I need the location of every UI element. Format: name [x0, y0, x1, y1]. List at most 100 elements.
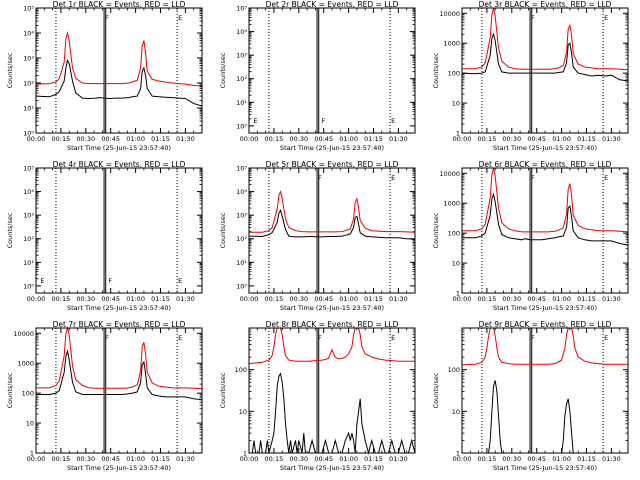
series-line-events — [36, 349, 203, 401]
event-marker-e: E — [391, 334, 395, 342]
y-tick-label: 10³ — [236, 212, 247, 220]
y-tick-label: 10¹ — [236, 99, 247, 107]
x-tick-label: 01:30 — [176, 135, 195, 143]
x-tick-label: 01:30 — [389, 295, 408, 303]
x-tick-label: 00:30 — [289, 295, 308, 303]
y-tick-label: 10⁵ — [236, 5, 247, 13]
x-tick-label: 00:30 — [502, 455, 521, 463]
event-marker-f: F — [318, 334, 322, 342]
event-marker-e: E — [40, 277, 44, 285]
panel-det-1: Det 1r BLACK = Events, RED = LLD Counts/s… — [6, 0, 203, 152]
x-tick-label: 00:45 — [314, 135, 333, 143]
x-tick-label: 01:30 — [176, 295, 195, 303]
panel-title: Det 5r BLACK = Events, RED = LLD — [266, 160, 399, 169]
y-tick-label: 10² — [236, 235, 247, 243]
panel-title: Det 6r BLACK = Events, RED = LLD — [479, 160, 612, 169]
event-marker-e: E — [604, 174, 608, 182]
x-tick-label: 00:00 — [27, 295, 46, 303]
plot-frame — [461, 327, 629, 454]
y-axis-label: Counts/sec — [432, 372, 440, 408]
x-axis-label: Start Time (25-Jun-15 23:57:40) — [67, 144, 171, 152]
y-tick-label: 10⁵ — [236, 165, 247, 173]
panel-det-7: Det 7r BLACK = Events, RED = LLD Counts/s… — [6, 320, 203, 472]
x-tick-label: 01:30 — [389, 135, 408, 143]
plot-frame — [248, 167, 416, 294]
y-tick-label: 10 — [239, 408, 247, 416]
series-line-lld — [35, 31, 203, 87]
series-line-lld — [36, 326, 203, 390]
y-tick-label: 10 — [452, 100, 460, 108]
event-marker-e: E — [391, 174, 395, 182]
y-tick-label: 10⁰ — [23, 282, 34, 290]
panel-det-4: Det 4r BLACK = Events, RED = LLD Counts/s… — [6, 160, 203, 312]
panel-det-5: Det 5r BLACK = Events, RED = LLD Counts/s… — [219, 160, 416, 312]
x-tick-label: 01:30 — [602, 455, 621, 463]
x-tick-label: 00:00 — [27, 455, 46, 463]
y-tick-label: 100 — [448, 230, 460, 238]
event-marker-e: E — [178, 334, 182, 342]
y-axis-label: Counts/sec — [219, 212, 227, 248]
plot-frame — [248, 327, 416, 454]
series-line-lld — [249, 190, 416, 233]
plot-frame — [461, 7, 629, 134]
y-tick-label: 1000 — [443, 40, 460, 48]
y-axis-label: Counts/sec — [432, 52, 440, 88]
x-tick-label: 00:30 — [76, 455, 95, 463]
x-tick-label: 01:15 — [577, 295, 596, 303]
x-tick-label: 01:00 — [339, 455, 358, 463]
y-tick-label: 10² — [236, 75, 247, 83]
x-tick-label: 00:00 — [453, 295, 472, 303]
x-tick-label: 01:15 — [364, 295, 383, 303]
panel-title: Det 8r BLACK = Events, RED = LLD — [266, 320, 399, 329]
event-marker-f: F — [108, 277, 112, 285]
x-tick-label: 00:30 — [76, 295, 95, 303]
x-tick-label: 01:00 — [552, 295, 571, 303]
x-tick-label: 01:15 — [151, 295, 170, 303]
x-tick-label: 00:15 — [265, 455, 284, 463]
panel-det-3: Det 3r BLACK = Events, RED = LLD Counts/s… — [432, 0, 629, 152]
y-tick-label: 10000 — [13, 330, 34, 338]
y-tick-label: 10⁴ — [23, 188, 34, 196]
x-tick-label: 00:00 — [240, 135, 259, 143]
x-tick-label: 00:45 — [314, 455, 333, 463]
y-tick-label: 10² — [23, 235, 34, 243]
event-marker-f: F — [531, 174, 535, 182]
plot-frame — [248, 7, 416, 134]
y-axis-label: Counts/sec — [6, 372, 14, 408]
event-marker-e: E — [178, 277, 182, 285]
x-axis-label: Start Time (25-Jun-15 23:57:40) — [280, 144, 384, 152]
panel-title: Det 2r BLACK = Events, RED = LLD — [266, 0, 399, 9]
x-tick-label: 00:15 — [52, 135, 71, 143]
y-tick-label: 100 — [448, 366, 460, 374]
y-tick-label: 1000 — [17, 360, 34, 368]
y-tick-label: 100 — [448, 70, 460, 78]
x-tick-label: 00:00 — [240, 295, 259, 303]
y-tick-label: 1 — [30, 450, 34, 458]
series-line-events — [35, 58, 203, 107]
y-tick-label: 10³ — [236, 52, 247, 60]
event-marker-f: F — [321, 117, 325, 125]
x-tick-label: 01:15 — [364, 135, 383, 143]
x-tick-label: 00:45 — [527, 295, 546, 303]
x-axis-label: Start Time (25-Jun-15 23:57:40) — [493, 304, 597, 312]
x-tick-label: 00:45 — [101, 455, 120, 463]
x-tick-label: 00:00 — [27, 135, 46, 143]
x-tick-label: 00:00 — [453, 455, 472, 463]
x-tick-label: 00:15 — [52, 295, 71, 303]
event-marker-f: F — [531, 334, 535, 342]
event-marker-e: E — [604, 334, 608, 342]
x-tick-label: 01:30 — [602, 295, 621, 303]
x-tick-label: 00:30 — [502, 295, 521, 303]
plot-frame — [35, 327, 203, 454]
y-tick-label: 10⁴ — [236, 28, 247, 36]
x-tick-label: 00:30 — [289, 135, 308, 143]
event-marker-e: E — [178, 14, 182, 22]
x-tick-label: 00:30 — [76, 135, 95, 143]
x-tick-label: 01:30 — [389, 455, 408, 463]
x-axis-label: Start Time (25-Jun-15 23:57:40) — [280, 304, 384, 312]
x-axis-label: Start Time (25-Jun-15 23:57:40) — [67, 304, 171, 312]
panel-title: Det 1r BLACK = Events, RED = LLD — [53, 0, 186, 9]
y-axis-label: Counts/sec — [432, 212, 440, 248]
